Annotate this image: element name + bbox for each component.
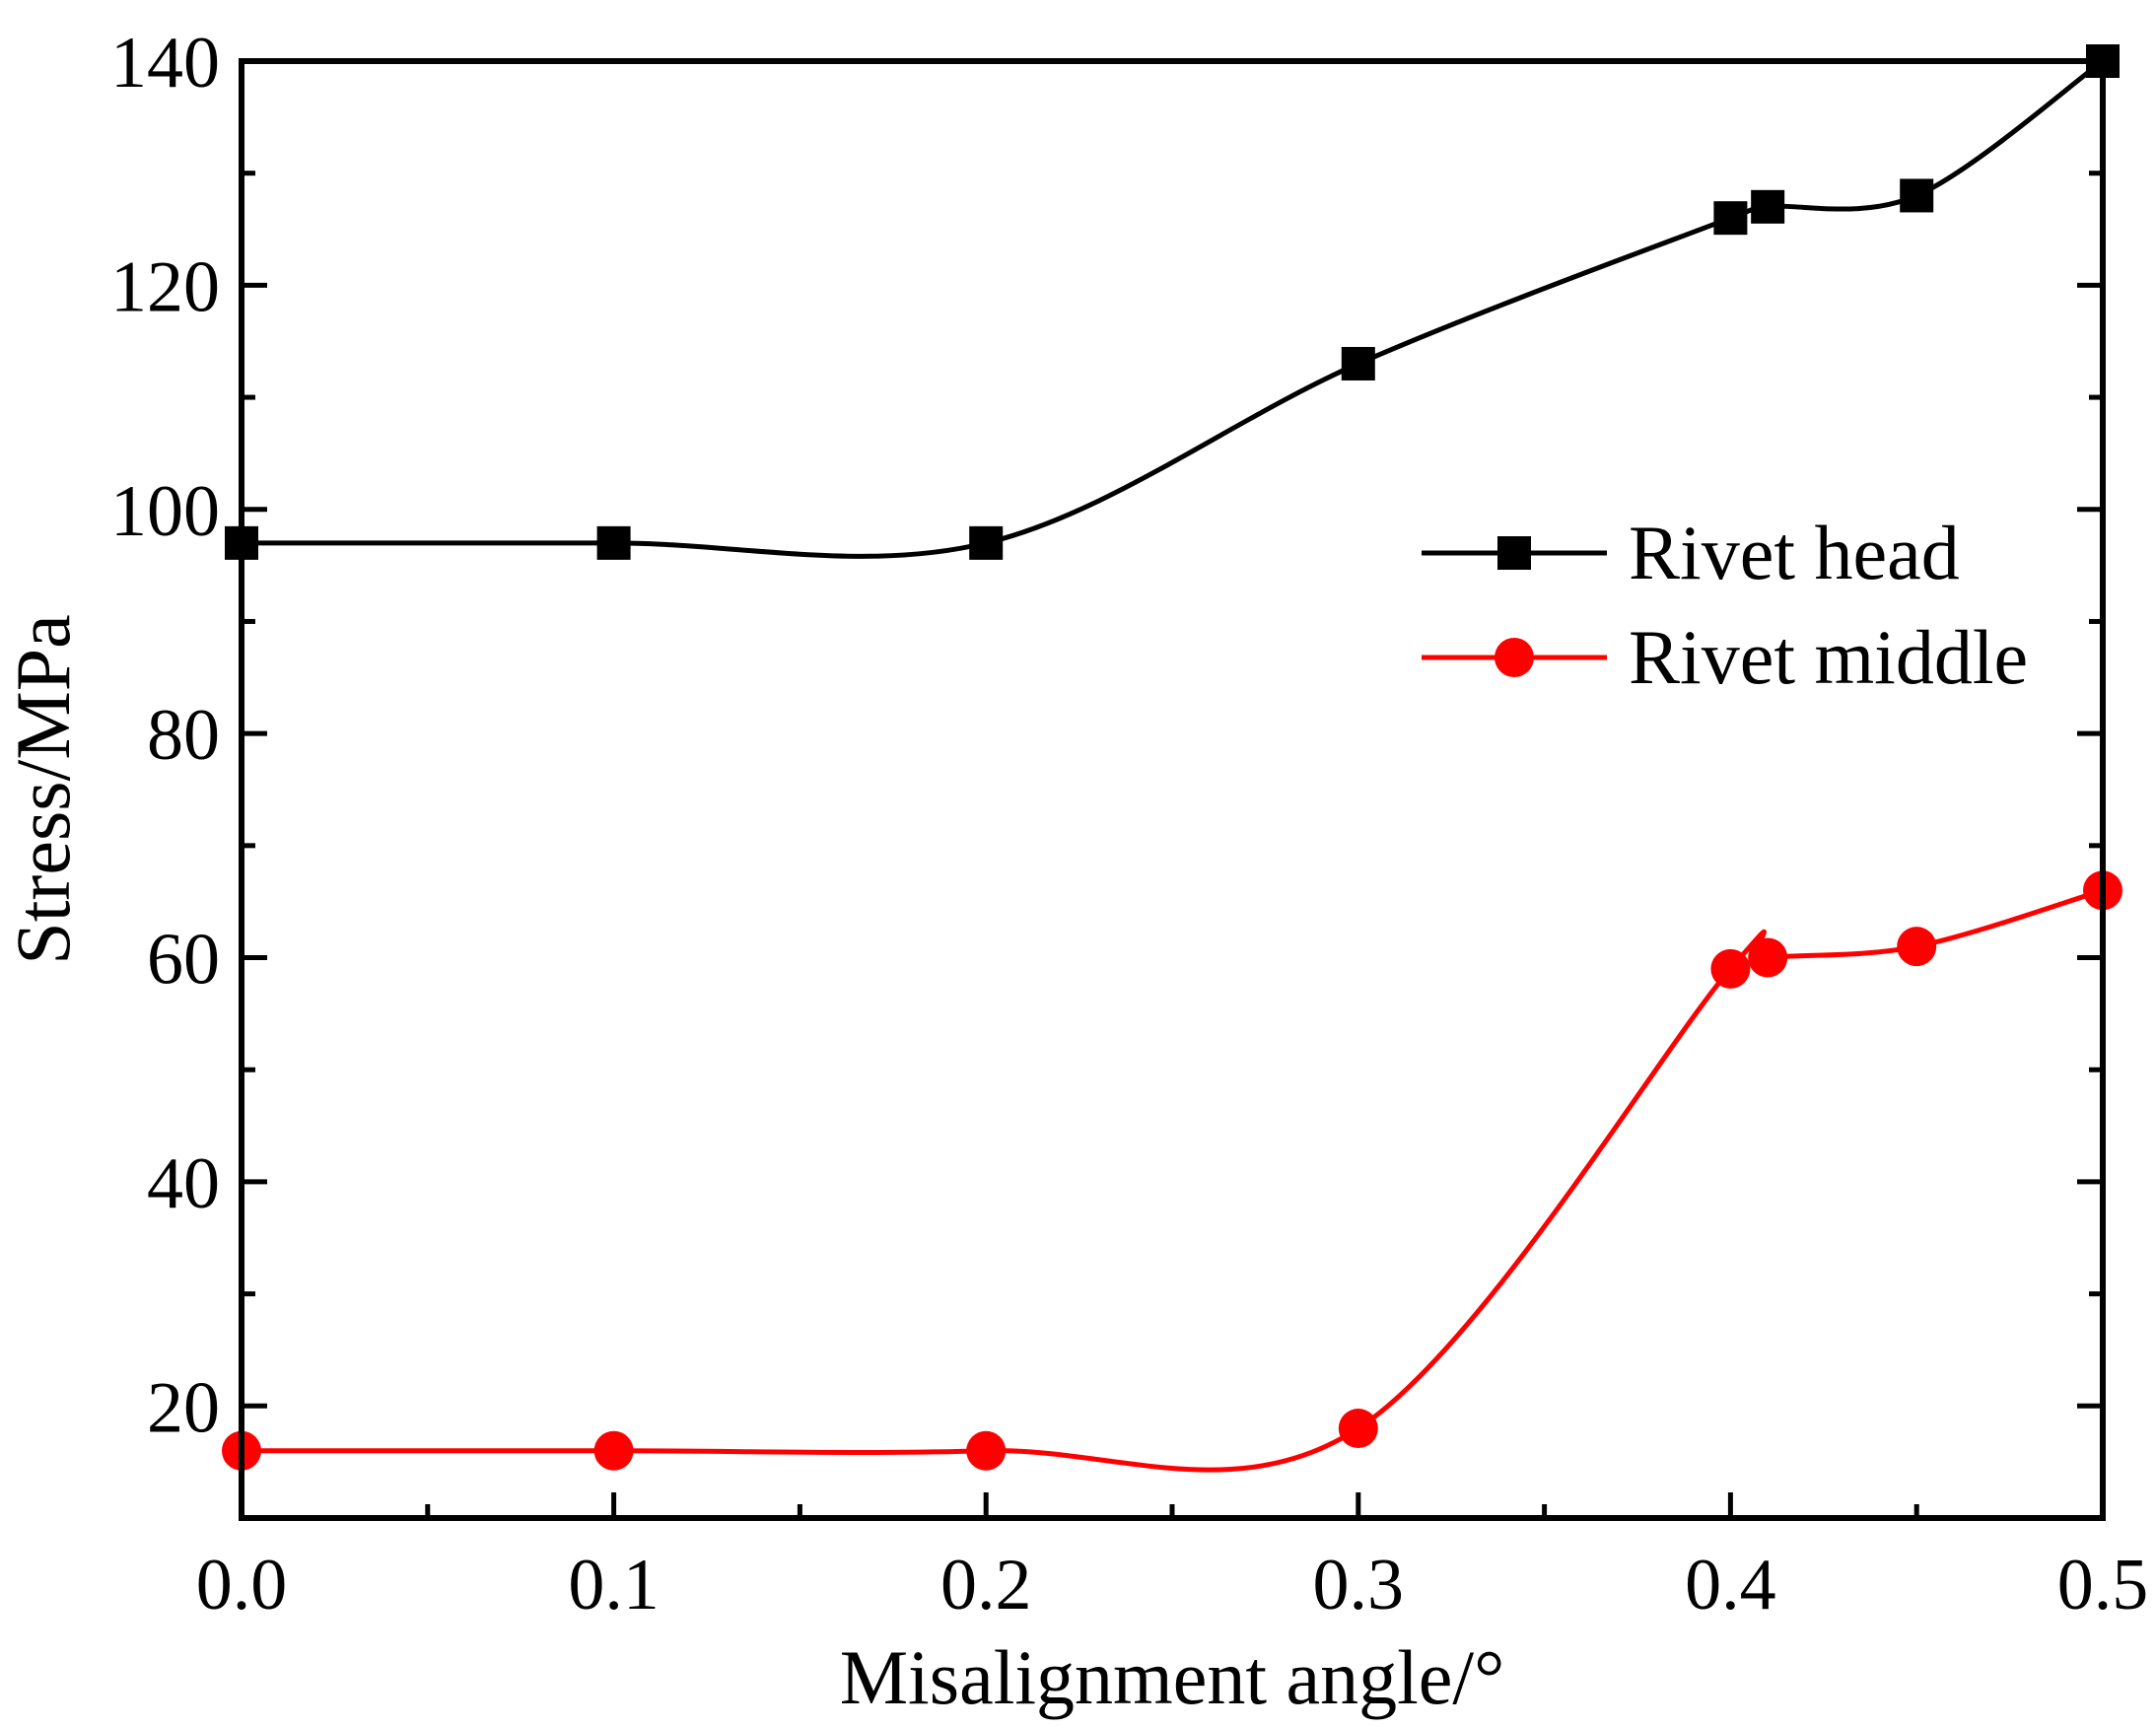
x-tick-label: 0.4	[1685, 1545, 1776, 1625]
data-point-rivet-middle	[1338, 1409, 1378, 1449]
data-point-rivet-middle	[966, 1430, 1007, 1471]
x-tick-label: 0.2	[940, 1545, 1032, 1625]
data-point-rivet-middle	[1748, 937, 1788, 978]
legend: Rivet head Rivet middle	[1422, 510, 2028, 700]
x-tick-label: 0.0	[196, 1545, 288, 1625]
y-tick-label: 80	[147, 695, 220, 776]
data-point-rivet-middle	[593, 1430, 634, 1471]
legend-label-rivet-middle: Rivet middle	[1629, 614, 2028, 700]
x-axis-title: Misalignment angle/°	[840, 1634, 1505, 1720]
data-point-rivet-head	[1900, 178, 1934, 213]
series-line-rivet-head	[241, 58, 2105, 559]
series-layer	[222, 44, 2122, 1473]
x-tick-label: 0.1	[568, 1545, 660, 1625]
legend-marker-rivet-middle	[1495, 638, 1534, 677]
data-point-rivet-middle	[1897, 927, 1937, 967]
y-tick-label: 40	[147, 1143, 220, 1224]
legend-marker-rivet-head	[1497, 536, 1531, 570]
x-tick-label: 0.3	[1313, 1545, 1405, 1625]
series-line-rivet-middle	[241, 887, 2104, 1473]
y-tick-label: 100	[110, 471, 220, 552]
data-point-rivet-head	[1341, 346, 1375, 380]
data-point-rivet-head	[1713, 201, 1748, 236]
ticks-layer: 0.0 0.1 0.2 0.3 0.4 0.5 20 40 60 80 100 120 140	[110, 23, 2148, 1625]
data-point-rivet-middle	[1710, 948, 1751, 989]
plot-frame	[239, 58, 2106, 1521]
x-tick-label: 0.5	[2057, 1545, 2149, 1625]
y-tick-label: 20	[147, 1367, 220, 1448]
axes-layer	[239, 58, 2106, 1521]
legend-label-rivet-head: Rivet head	[1629, 510, 1960, 595]
y-tick-label: 60	[147, 920, 220, 1001]
y-axis-title: Stress/MPa	[0, 614, 86, 964]
data-point-rivet-head	[596, 525, 631, 560]
data-point-rivet-head	[969, 525, 1004, 560]
data-point-rivet-head	[1751, 189, 1785, 224]
y-tick-label: 120	[110, 246, 220, 327]
y-tick-label: 140	[110, 23, 220, 104]
